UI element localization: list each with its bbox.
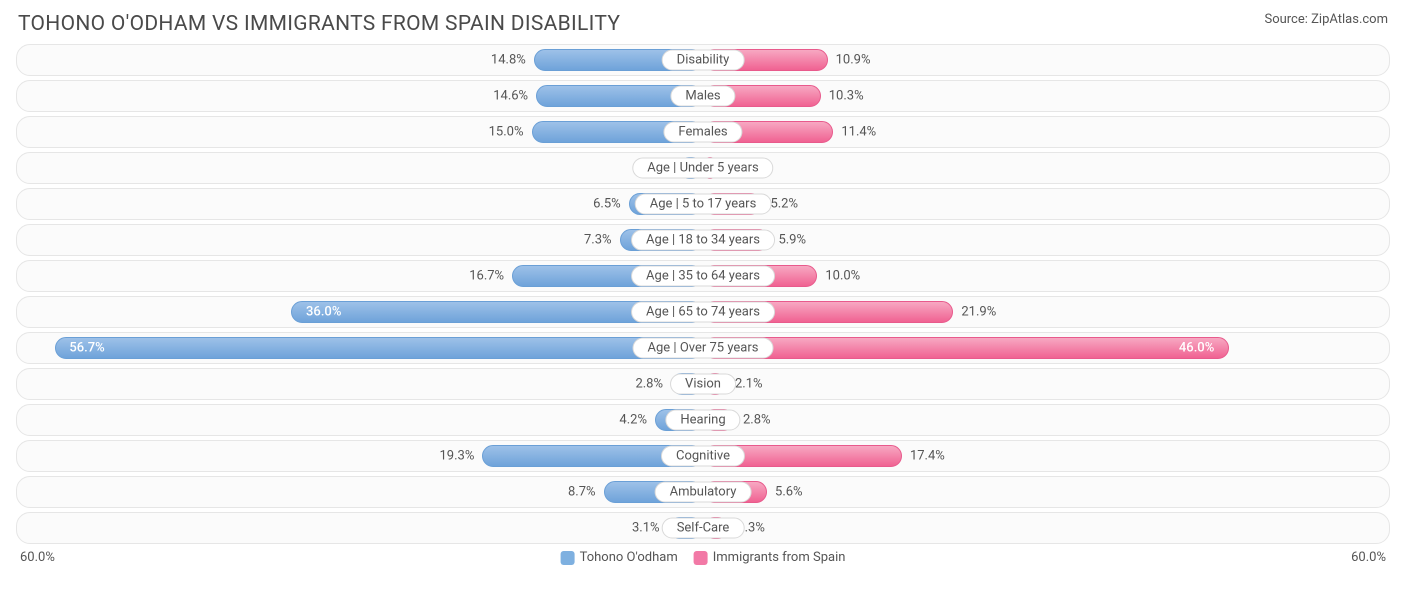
value-label-right: 5.6% [775,485,803,500]
chart-row: 2.2%1.2%Age | Under 5 years [16,152,1390,184]
value-label-right: 11.4% [841,125,876,140]
chart-row: 14.8% 10.9% Disability [16,44,1390,76]
category-pill: Age | Over 75 years [633,338,774,359]
value-label-right: 5.2% [770,197,798,212]
chart-row: 15.0% 11.4% Females [16,116,1390,148]
axis-max-right: 60.0% [1351,550,1386,565]
category-pill: Age | 5 to 17 years [635,194,772,215]
chart-row: 56.7% 46.0% Age | Over 75 years [16,332,1390,364]
value-label-left: 15.0% [489,125,524,140]
value-label-right: 2.1% [735,377,763,392]
value-label-right: 46.0% [1179,341,1214,356]
value-label-left: 6.5% [593,197,621,212]
chart-footer: 60.0% Tohono O'odham Immigrants from Spa… [0,548,1406,572]
value-label-left: 7.3% [584,233,612,248]
chart-row: 2.8% 2.1%Vision [16,368,1390,400]
value-label-left: 16.7% [469,269,504,284]
legend-item-left: Tohono O'odham [561,550,678,565]
axis-max-left: 60.0% [20,550,55,565]
bar-right [703,337,1229,359]
category-pill: Age | 35 to 64 years [631,266,775,287]
value-label-right: 5.9% [778,233,806,248]
category-pill: Hearing [665,410,740,431]
value-label-left: 8.7% [568,485,596,500]
chart-row: 3.1%2.3%Self-Care [16,512,1390,544]
chart-title: TOHONO O'ODHAM VS IMMIGRANTS FROM SPAIN … [18,12,620,36]
value-label-left: 14.6% [493,89,528,104]
chart-row: 6.5% 5.2%Age | 5 to 17 years [16,188,1390,220]
chart-row: 16.7% 10.0% Age | 35 to 64 years [16,260,1390,292]
chart-row: 4.2% 2.8%Hearing [16,404,1390,436]
value-label-right: 10.9% [836,53,871,68]
value-label-right: 10.0% [825,269,860,284]
legend-item-right: Immigrants from Spain [694,550,846,565]
source-attribution: Source: ZipAtlas.com [1264,12,1388,27]
category-pill: Females [663,122,742,143]
category-pill: Disability [662,50,745,71]
category-pill: Cognitive [661,446,745,467]
value-label-left: 14.8% [491,53,526,68]
value-label-left: 56.7% [69,341,104,356]
chart-row: 7.3% 5.9%Age | 18 to 34 years [16,224,1390,256]
legend-swatch-left [561,551,575,565]
category-pill: Ambulatory [655,482,752,503]
value-label-left: 2.8% [635,377,663,392]
legend: Tohono O'odham Immigrants from Spain [561,550,846,565]
category-pill: Age | 65 to 74 years [631,302,775,323]
value-label-right: 21.9% [961,305,996,320]
chart-row: 8.7% 5.6% Ambulatory [16,476,1390,508]
chart-row: 36.0% 21.9% Age | 65 to 74 years [16,296,1390,328]
value-label-right: 17.4% [910,449,945,464]
value-label-right: 2.8% [743,413,771,428]
category-pill: Age | Under 5 years [632,158,773,179]
value-label-left: 19.3% [439,449,474,464]
value-label-left: 36.0% [306,305,341,320]
category-pill: Self-Care [662,518,745,539]
category-pill: Vision [670,374,736,395]
value-label-left: 3.1% [632,521,660,536]
header: TOHONO O'ODHAM VS IMMIGRANTS FROM SPAIN … [0,0,1406,44]
value-label-right: 10.3% [829,89,864,104]
bar-left [55,337,703,359]
chart-row: 14.6% 10.3% Males [16,80,1390,112]
value-label-left: 4.2% [619,413,647,428]
chart-row: 19.3% 17.4% Cognitive [16,440,1390,472]
category-pill: Age | 18 to 34 years [631,230,775,251]
butterfly-chart: 14.8% 10.9% Disability 14.6% 10.3% Males 15.0%… [0,44,1406,544]
legend-swatch-right [694,551,708,565]
category-pill: Males [670,86,735,107]
